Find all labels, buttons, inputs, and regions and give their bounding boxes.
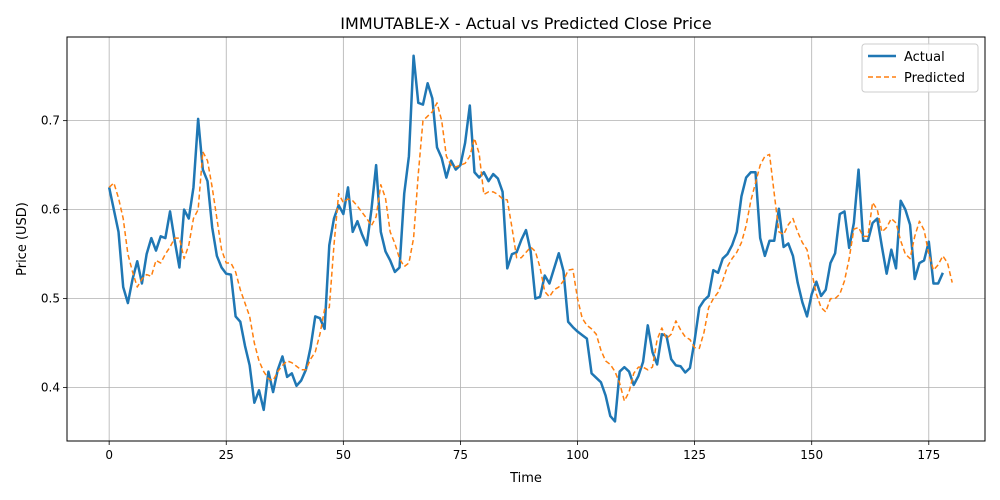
x-tick-label: 25 — [219, 448, 234, 462]
x-tick-label: 75 — [453, 448, 468, 462]
legend-predicted-label: Predicted — [904, 71, 965, 86]
legend-actual-label: Actual — [904, 50, 945, 65]
chart-title: IMMUTABLE-X - Actual vs Predicted Close … — [340, 14, 711, 33]
axes-frame — [66, 36, 986, 442]
y-tick-label: 0.4 — [41, 381, 60, 395]
series-layer — [107, 54, 953, 423]
y-axis-label: Price (USD) — [15, 202, 30, 276]
series-line-predicted — [108, 102, 953, 402]
x-tick-label: 0 — [105, 448, 113, 462]
x-tick-label: 50 — [336, 448, 351, 462]
x-tick-label: 150 — [800, 448, 823, 462]
x-tick-label: 125 — [683, 448, 706, 462]
x-axis-label: Time — [509, 471, 542, 486]
ticks: 0 25 50 75 100 125 150 175 0.4 0.5 0.6 0.7 — [41, 114, 940, 462]
series-line-actual — [107, 54, 944, 423]
y-tick-label: 0.5 — [41, 292, 60, 306]
legend: Actual Predicted — [861, 43, 979, 93]
x-tick-label: 175 — [917, 448, 940, 462]
x-tick-label: 100 — [566, 448, 589, 462]
y-tick-label: 0.6 — [41, 203, 60, 217]
y-tick-label: 0.7 — [41, 114, 60, 128]
